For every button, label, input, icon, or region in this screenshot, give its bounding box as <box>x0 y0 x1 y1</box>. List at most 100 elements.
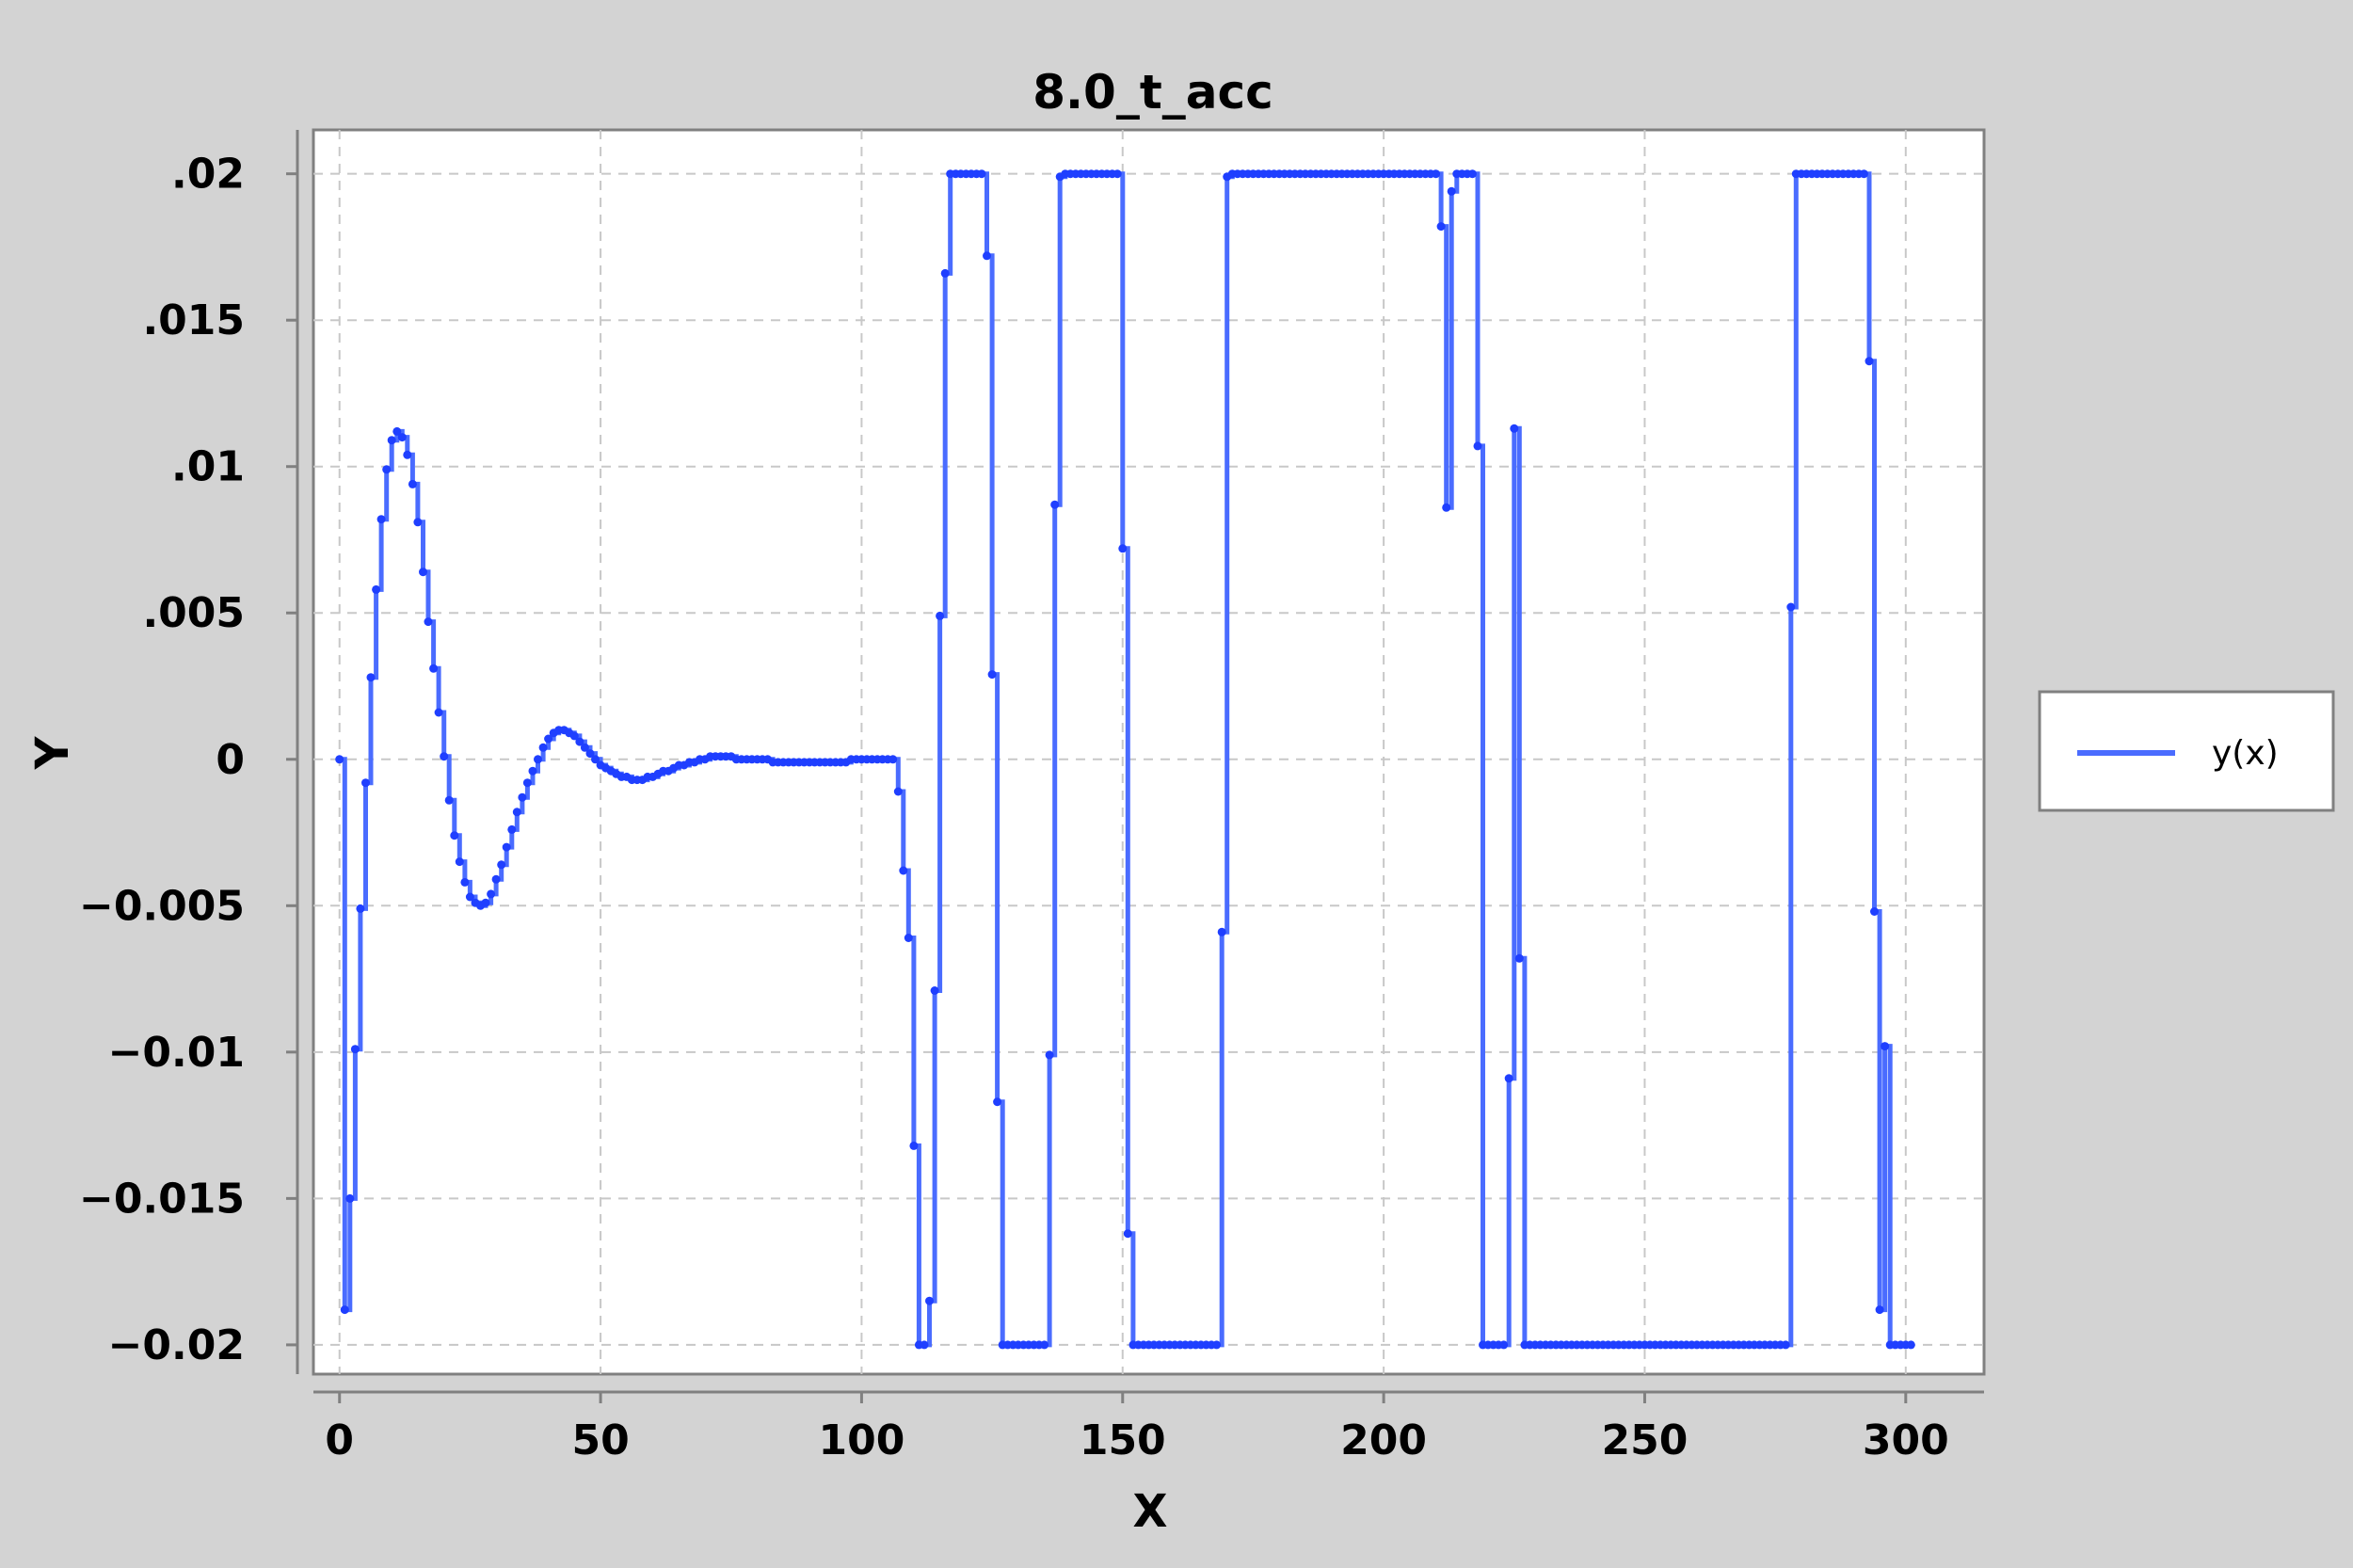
y-tick-label: −0.02 <box>108 1321 245 1369</box>
data-point <box>1436 222 1446 232</box>
data-point <box>356 904 365 913</box>
data-point <box>522 778 532 788</box>
data-point <box>440 752 449 761</box>
data-point <box>1870 907 1879 916</box>
data-point <box>983 251 991 261</box>
data-point <box>1865 357 1874 366</box>
data-point <box>1467 169 1477 179</box>
data-point <box>465 892 474 902</box>
data-point <box>382 465 392 474</box>
data-point <box>1045 1050 1054 1060</box>
data-point <box>491 874 501 884</box>
data-point <box>429 664 439 673</box>
data-point <box>408 479 417 488</box>
y-tick-label: .015 <box>142 296 245 344</box>
data-point <box>481 898 490 907</box>
data-point <box>376 515 386 524</box>
data-point <box>444 795 454 805</box>
data-point <box>1473 441 1482 451</box>
y-tick-label: 0 <box>216 736 245 784</box>
data-point <box>1499 1340 1509 1350</box>
data-point <box>1786 602 1796 612</box>
data-point <box>538 743 548 752</box>
data-point <box>387 436 396 445</box>
data-point <box>502 842 511 852</box>
data-point <box>340 1305 349 1315</box>
y-axis-title: Y <box>26 735 79 770</box>
data-point <box>424 617 433 627</box>
data-point <box>512 808 521 817</box>
y-tick-label: −0.01 <box>108 1029 245 1077</box>
legend: y(x) <box>2038 690 2335 812</box>
data-point <box>1859 169 1868 179</box>
data-point <box>403 450 412 459</box>
data-point <box>569 731 579 741</box>
x-tick-label: 0 <box>325 1416 354 1464</box>
data-point <box>487 889 496 899</box>
data-point <box>1781 1340 1790 1350</box>
ticks: 0 50 100 150 200 250 300 .02 .015 .01 .005 0 −0.005 −… <box>79 151 1949 1464</box>
y-tick-label: .01 <box>171 443 245 491</box>
y-tick-label: .005 <box>142 589 245 637</box>
plot-area <box>312 128 1986 1376</box>
data-point <box>392 426 402 436</box>
data-point <box>909 1141 919 1150</box>
data-point <box>893 787 903 796</box>
data-point <box>534 755 542 764</box>
data-point <box>1504 1074 1513 1083</box>
data-point <box>940 268 950 278</box>
data-point <box>585 749 595 759</box>
data-point <box>366 673 376 682</box>
data-point <box>507 824 517 834</box>
data-point <box>1447 186 1456 196</box>
data-point <box>925 1296 934 1305</box>
data-point <box>1123 1229 1132 1239</box>
data-point <box>1112 169 1122 179</box>
series-y-x <box>335 169 1915 1350</box>
y-tick-label: .02 <box>171 151 245 199</box>
x-tick-label: 200 <box>1340 1416 1427 1464</box>
data-point <box>450 831 459 840</box>
data-point <box>1510 424 1519 433</box>
data-point <box>987 670 997 680</box>
data-point <box>930 986 939 995</box>
data-point <box>460 877 470 887</box>
data-point <box>544 734 553 744</box>
data-point <box>993 1097 1002 1107</box>
data-point <box>434 708 443 717</box>
data-point <box>1212 1340 1222 1350</box>
data-point <box>1906 1340 1915 1350</box>
data-point <box>580 743 589 752</box>
x-tick-label: 50 <box>571 1416 629 1464</box>
data-point <box>1050 500 1060 509</box>
data-point <box>899 866 908 875</box>
x-axis-title: X <box>1132 1485 1167 1538</box>
data-point <box>1118 544 1128 553</box>
data-point <box>372 584 381 594</box>
data-point <box>345 1193 355 1203</box>
legend-label-y-x: y(x) <box>2212 734 2279 773</box>
data-point <box>455 857 464 867</box>
data-point <box>413 518 423 527</box>
data-point <box>518 792 527 802</box>
data-point <box>528 766 537 776</box>
data-point <box>920 1340 929 1350</box>
y-tick-label: −0.005 <box>79 882 245 930</box>
data-point <box>1432 169 1441 179</box>
chart-title: 8.0_t_acc <box>1032 65 1273 120</box>
data-point <box>904 934 913 942</box>
x-tick-label: 250 <box>1602 1416 1689 1464</box>
data-point <box>350 1045 360 1054</box>
y-tick-label: −0.015 <box>79 1175 245 1223</box>
data-point <box>1514 953 1524 963</box>
data-point <box>397 433 407 442</box>
data-point <box>1442 503 1451 512</box>
data-point <box>497 860 506 870</box>
data-point <box>361 778 370 788</box>
x-tick-label: 150 <box>1080 1416 1166 1464</box>
data-point <box>1881 1042 1890 1051</box>
data-point <box>335 755 344 764</box>
x-tick-label: 100 <box>818 1416 904 1464</box>
data-point <box>591 755 600 764</box>
